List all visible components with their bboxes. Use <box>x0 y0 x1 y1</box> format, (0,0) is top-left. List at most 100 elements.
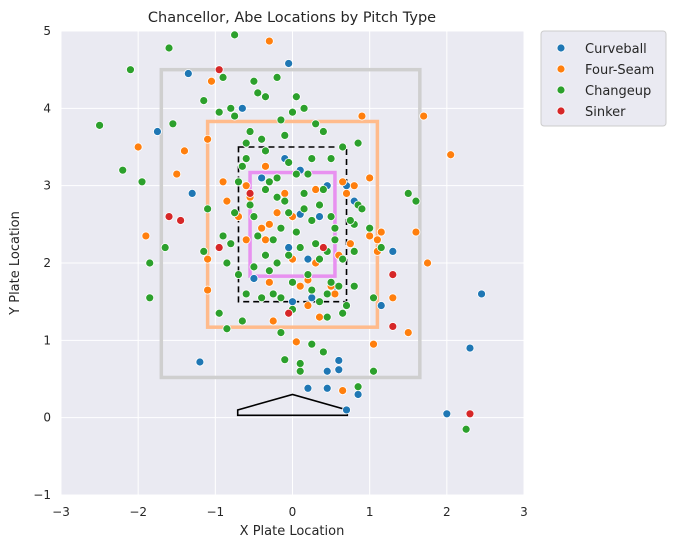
point-four-seam <box>133 142 143 152</box>
point-changeup <box>257 134 267 144</box>
y-tick-label: −1 <box>33 488 51 502</box>
legend-label: Four-Seam <box>585 63 654 78</box>
point-changeup <box>218 73 228 82</box>
point-four-seam <box>295 281 305 291</box>
point-changeup <box>245 127 255 136</box>
point-four-seam <box>303 301 313 310</box>
point-four-seam <box>403 328 413 338</box>
point-changeup <box>164 43 174 53</box>
point-changeup <box>376 243 386 252</box>
point-changeup <box>318 347 328 357</box>
x-tick-label: −1 <box>206 505 224 519</box>
point-four-seam <box>261 235 270 245</box>
point-curveball <box>249 274 259 283</box>
point-changeup <box>214 107 224 117</box>
point-changeup <box>160 243 170 252</box>
point-four-seam <box>218 177 228 187</box>
point-changeup <box>272 73 282 82</box>
point-changeup <box>249 262 259 272</box>
point-curveball <box>477 289 486 299</box>
point-sinker <box>318 243 328 252</box>
point-four-seam <box>369 339 378 349</box>
point-changeup <box>241 138 251 148</box>
point-changeup <box>311 119 321 129</box>
point-curveball <box>288 297 297 307</box>
y-axis-label: Y Plate Location <box>8 211 23 316</box>
y-tick-label: 3 <box>43 179 51 193</box>
point-changeup <box>276 223 286 233</box>
point-four-seam <box>268 316 278 326</box>
point-changeup <box>342 301 351 310</box>
point-changeup <box>264 177 274 187</box>
point-changeup <box>353 138 363 148</box>
point-four-seam <box>376 227 386 237</box>
point-four-seam <box>264 219 274 229</box>
point-changeup <box>299 204 309 214</box>
point-sinker <box>164 212 174 222</box>
legend-marker <box>556 85 566 95</box>
point-curveball <box>195 357 205 367</box>
x-tick-label: −2 <box>129 505 147 519</box>
point-changeup <box>237 161 247 171</box>
legend-marker <box>556 106 566 116</box>
point-changeup <box>403 188 413 198</box>
strike-zone-2 <box>237 146 348 303</box>
point-changeup <box>261 185 270 194</box>
point-four-seam <box>330 289 340 299</box>
point-changeup <box>318 185 328 194</box>
point-changeup <box>315 297 324 307</box>
point-changeup <box>145 258 155 268</box>
point-changeup <box>118 165 128 175</box>
point-changeup <box>326 277 336 287</box>
point-changeup <box>253 88 263 98</box>
y-tick-label: 2 <box>43 256 51 270</box>
point-sinker <box>388 322 398 331</box>
point-changeup <box>203 204 213 214</box>
x-tick-label: 3 <box>520 505 528 519</box>
point-four-seam <box>180 146 189 156</box>
point-changeup <box>318 127 328 136</box>
point-curveball <box>187 188 197 198</box>
point-four-seam <box>257 223 267 233</box>
point-curveball <box>442 409 452 419</box>
point-four-seam <box>264 277 274 287</box>
point-changeup <box>330 235 340 245</box>
point-changeup <box>218 231 228 241</box>
point-changeup <box>241 154 251 164</box>
point-four-seam <box>349 181 359 191</box>
point-four-seam <box>365 173 375 183</box>
y-tick-label: 0 <box>43 411 51 425</box>
point-changeup <box>272 192 282 202</box>
point-changeup <box>226 103 236 113</box>
legend-marker <box>556 64 566 74</box>
point-changeup <box>268 289 278 299</box>
point-changeup <box>280 196 290 206</box>
point-changeup <box>284 158 294 167</box>
point-curveball <box>322 383 332 393</box>
x-axis-label: X Plate Location <box>240 524 345 539</box>
point-changeup <box>253 231 263 241</box>
point-four-seam <box>264 36 274 46</box>
point-four-seam <box>342 188 351 198</box>
point-four-seam <box>365 231 375 241</box>
point-four-seam <box>207 76 216 86</box>
point-four-seam <box>446 150 456 160</box>
point-changeup <box>214 308 224 318</box>
point-changeup <box>369 293 378 303</box>
y-tick-label: 5 <box>43 24 51 38</box>
point-changeup <box>338 142 348 152</box>
point-curveball <box>303 383 313 393</box>
point-sinker <box>388 270 398 280</box>
point-curveball <box>334 365 344 375</box>
point-changeup <box>322 289 332 299</box>
y-tick-label: 1 <box>43 333 51 347</box>
x-tick-label: 0 <box>289 505 297 519</box>
point-changeup <box>307 339 317 349</box>
point-curveball <box>183 69 193 78</box>
point-changeup <box>230 208 240 218</box>
point-curveball <box>465 343 475 353</box>
point-sinker <box>176 216 186 225</box>
point-changeup <box>345 216 355 225</box>
point-changeup <box>288 277 297 287</box>
